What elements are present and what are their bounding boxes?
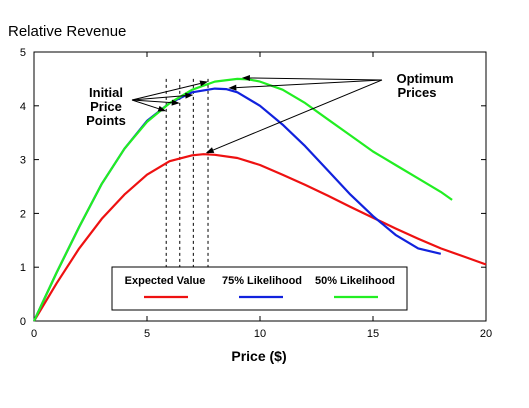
initial-arrow-4-head: [199, 80, 209, 87]
y-tick-label: 0: [20, 316, 26, 328]
y-tick-label: 1: [20, 262, 26, 274]
x-tick-label: 15: [367, 328, 379, 340]
initial-arrow-1-shaft: [131, 99, 159, 110]
y-tick-label: 2: [20, 208, 26, 220]
optimum-arrow-75-head: [228, 84, 237, 91]
legend: Expected Value 75% Likelihood 50% Likeli…: [111, 266, 408, 311]
initial-annotation-line-3: Points: [86, 113, 126, 128]
optimum-arrow-75-shaft: [236, 79, 383, 89]
x-tick-label: 0: [31, 328, 37, 340]
initial-arrow-4-shaft: [131, 82, 201, 101]
annotation-arrows: [131, 74, 383, 154]
y-tick-label: 4: [20, 101, 26, 113]
optimum-prices-annotation: Optimum Prices: [396, 71, 453, 100]
x-tick-label: 5: [144, 328, 150, 340]
initial-annotation-line-2: Price: [90, 99, 122, 114]
optimum-arrow-50-head: [241, 74, 250, 81]
legend-label-50-likelihood: 50% Likelihood: [315, 275, 395, 287]
x-tick-label: 20: [480, 328, 492, 340]
y-tick-label: 3: [20, 155, 26, 167]
initial-arrow-3-shaft: [131, 95, 186, 101]
chart-title: Relative Revenue: [8, 23, 126, 40]
x-tick-label: 10: [254, 328, 266, 340]
optimum-annotation-line-2: Prices: [397, 85, 436, 100]
legend-label-expected-value: Expected Value: [125, 275, 206, 287]
legend-box: [111, 266, 408, 311]
initial-arrow-2-head: [171, 99, 180, 106]
initial-annotation-line-1: Initial: [89, 85, 123, 100]
optimum-annotation-line-1: Optimum: [396, 71, 453, 86]
optimum-arrow-50-shaft: [249, 77, 383, 81]
initial-arrow-1-head: [157, 105, 167, 112]
initial-arrow-2-shaft: [131, 99, 172, 104]
optimum-arrow-expected-head: [205, 147, 215, 154]
initial-arrow-3-head: [185, 92, 194, 99]
series-line-expected-value: [33, 153, 487, 322]
initial-price-points-annotation: Initial Price Points: [86, 85, 126, 128]
y-tick-label: 5: [20, 47, 26, 59]
x-axis-label: Price ($): [231, 348, 286, 364]
optimum-arrow-expected-shaft: [212, 79, 383, 151]
legend-label-75-likelihood: 75% Likelihood: [222, 275, 302, 287]
plot-area: 0 5 10 15 20 0 1 2 3 4 5: [20, 47, 492, 340]
